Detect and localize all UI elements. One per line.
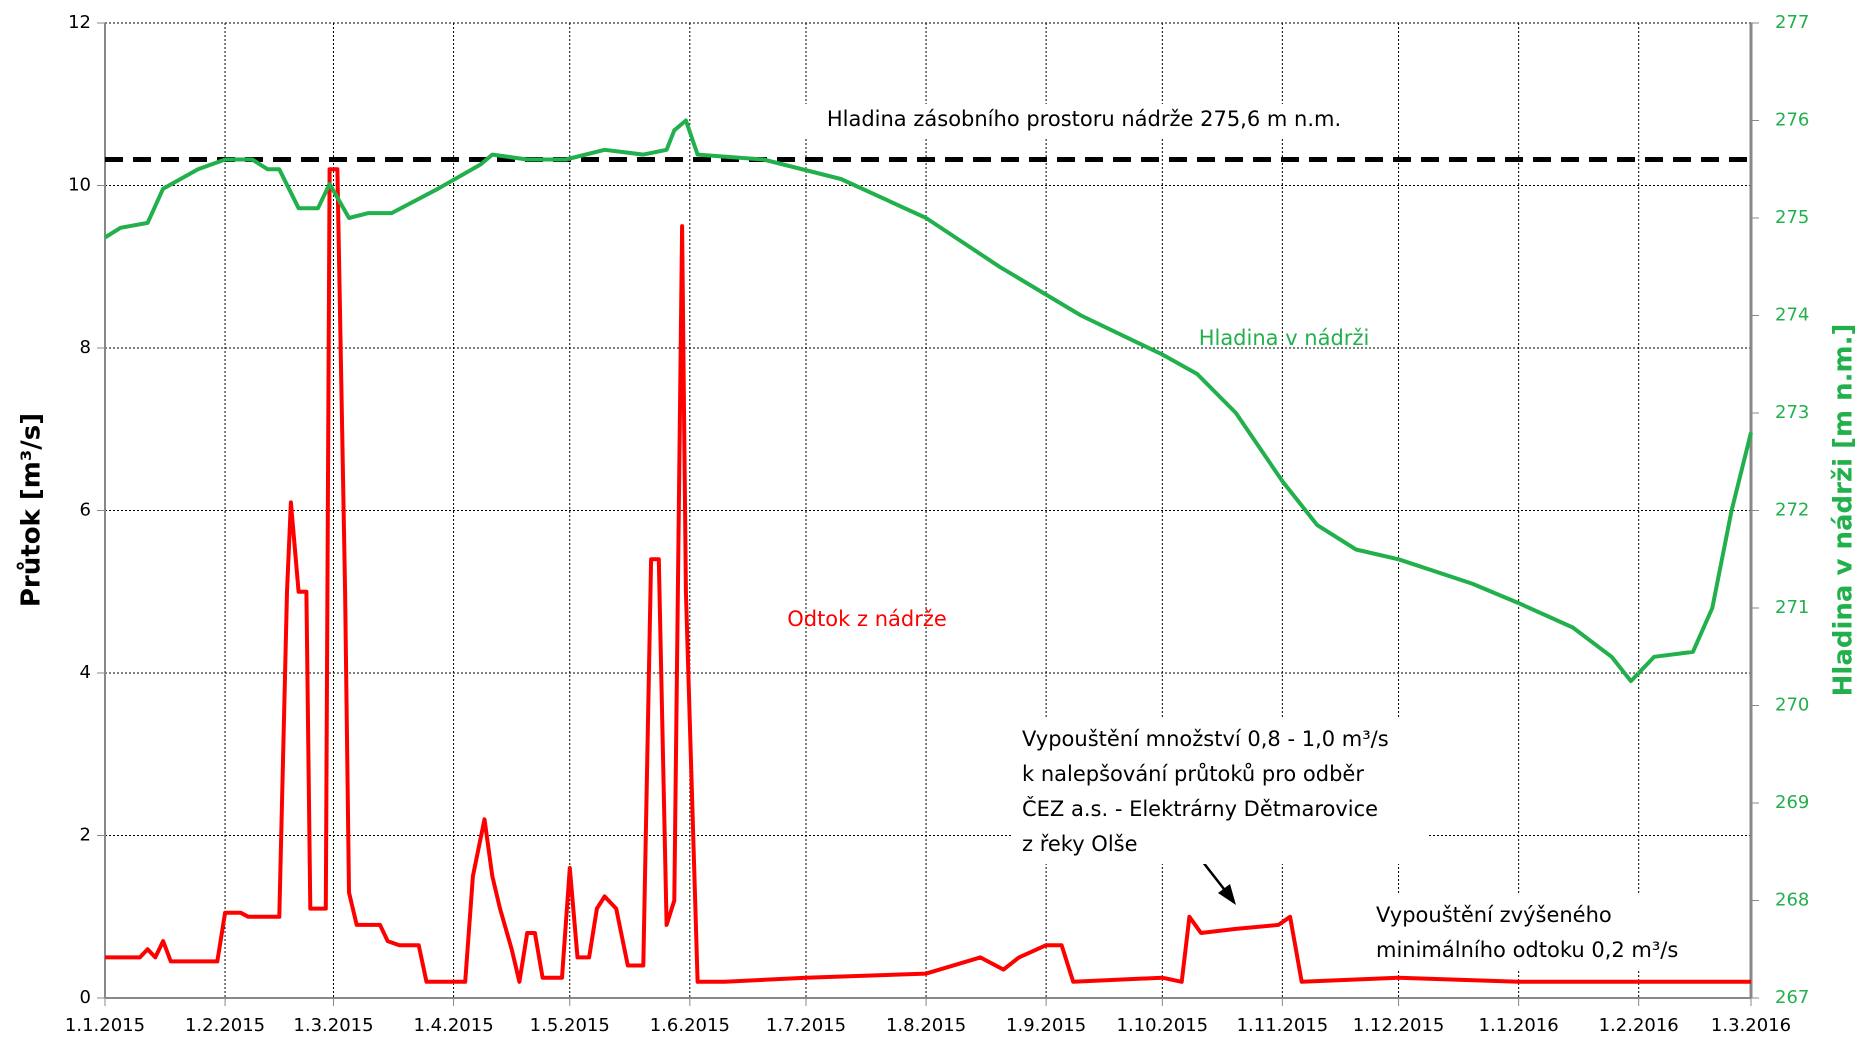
y2-tick-label: 275 bbox=[1775, 207, 1809, 228]
series-line bbox=[105, 167, 1751, 984]
y2-tick-label: 272 bbox=[1775, 500, 1809, 521]
y-tick-label: 10 bbox=[68, 175, 91, 196]
x-tick-label: 1.12.2015 bbox=[1353, 1015, 1445, 1036]
y-tick-label: 12 bbox=[68, 12, 91, 33]
y-axis-label: Průtok [m³/s] bbox=[16, 413, 47, 607]
x-tick-label: 1.1.2016 bbox=[1479, 1015, 1559, 1036]
x-tick-label: 1.2.2016 bbox=[1599, 1015, 1679, 1036]
x-tick-label: 1.10.2015 bbox=[1117, 1015, 1209, 1036]
x-tick-label: 1.3.2015 bbox=[293, 1015, 373, 1036]
annotation-bg bbox=[798, 104, 1380, 138]
reference-label: Hladina zásobního prostoru nádrže 275,6 … bbox=[827, 107, 1341, 131]
y-tick-label: 0 bbox=[80, 987, 91, 1008]
y2-tick-label: 269 bbox=[1775, 792, 1809, 813]
series-line bbox=[103, 118, 1753, 684]
x-tick-label: 1.7.2015 bbox=[766, 1015, 846, 1036]
x-tick-label: 1.6.2015 bbox=[650, 1015, 730, 1036]
annotation: k nalepšování průtoků pro odběr bbox=[1022, 762, 1364, 786]
y-tick-label: 4 bbox=[80, 662, 91, 683]
y2-tick-label: 271 bbox=[1775, 597, 1809, 618]
y2-axis-label: Hladina v nádrži [m n.m.] bbox=[1829, 324, 1859, 697]
x-tick-label: 1.3.2016 bbox=[1711, 1015, 1791, 1036]
annotation-bg bbox=[1012, 718, 1428, 864]
x-tick-label: 1.1.2015 bbox=[65, 1015, 145, 1036]
annotation-bg bbox=[1366, 894, 1746, 970]
x-tick-label: 1.11.2015 bbox=[1237, 1015, 1329, 1036]
series-label: Odtok z nádrže bbox=[787, 607, 947, 631]
y-tick-label: 6 bbox=[80, 500, 91, 521]
x-tick-label: 1.9.2015 bbox=[1006, 1015, 1086, 1036]
annotation: Vypouštění množství 0,8 - 1,0 m³/s bbox=[1022, 727, 1389, 751]
x-tick-label: 1.8.2015 bbox=[886, 1015, 966, 1036]
y2-tick-label: 276 bbox=[1775, 110, 1809, 131]
y2-tick-label: 274 bbox=[1775, 305, 1809, 326]
y2-tick-label: 267 bbox=[1775, 987, 1809, 1008]
x-tick-label: 1.4.2015 bbox=[413, 1015, 493, 1036]
series-label: Hladina v nádrži bbox=[1199, 326, 1370, 350]
x-tick-label: 1.2.2015 bbox=[185, 1015, 265, 1036]
annotation: Vypouštění zvýšeného bbox=[1376, 903, 1612, 927]
annotation: ČEZ a.s. - Elektrárny Dětmarovice bbox=[1022, 796, 1378, 821]
y2-tick-label: 277 bbox=[1775, 12, 1809, 33]
y2-tick-label: 270 bbox=[1775, 695, 1809, 716]
y-tick-label: 2 bbox=[80, 825, 91, 846]
y-tick-label: 8 bbox=[80, 337, 91, 358]
y2-tick-label: 273 bbox=[1775, 402, 1809, 423]
y2-tick-label: 268 bbox=[1775, 890, 1809, 911]
annotation: minimálního odtoku 0,2 m³/s bbox=[1376, 938, 1678, 962]
x-tick-label: 1.5.2015 bbox=[530, 1015, 610, 1036]
arrow-head bbox=[1218, 884, 1236, 905]
annotation: z řeky Olše bbox=[1022, 832, 1138, 856]
